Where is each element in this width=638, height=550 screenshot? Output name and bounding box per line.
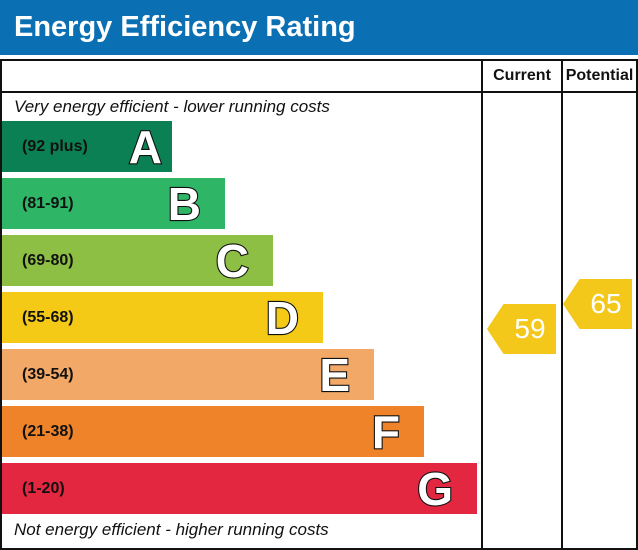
potential-rating-arrow: 65 <box>563 279 632 329</box>
potential-column-header: Potential <box>565 67 634 84</box>
bottom-note: Not energy efficient - higher running co… <box>14 520 329 539</box>
band-letter: G <box>416 462 454 515</box>
band-letter: B <box>167 177 202 230</box>
band-range-label: (1-20) <box>22 479 65 497</box>
band-letter: D <box>265 291 300 344</box>
current-rating-arrow: 59 <box>487 304 556 354</box>
top-note: Very energy efficient - lower running co… <box>14 97 330 116</box>
current-column-header: Current <box>493 67 551 84</box>
band-letter: F <box>371 405 401 458</box>
header-divider-line <box>2 91 636 93</box>
band-letter: E <box>318 348 351 401</box>
band-range-label: (21-38) <box>22 422 74 440</box>
potential-column-divider <box>561 61 563 548</box>
band-range-label: (92 plus) <box>22 137 88 155</box>
band-range-label: (39-54) <box>22 365 74 383</box>
rating-band: (21-38) F <box>2 406 424 457</box>
rating-band: (81-91) B <box>2 178 225 229</box>
potential-rating-value: 65 <box>590 288 622 319</box>
rating-band: (92 plus) A <box>2 121 172 172</box>
rating-band: (55-68) D <box>2 292 323 343</box>
band-letter: A <box>128 120 163 173</box>
band-letter: C <box>215 234 250 287</box>
chart-title: Energy Efficiency Rating <box>0 0 638 55</box>
current-rating-value: 59 <box>514 313 546 344</box>
band-range-label: (81-91) <box>22 194 74 212</box>
band-range-label: (69-80) <box>22 251 74 269</box>
rating-band: (1-20) G <box>2 463 477 514</box>
rating-band: (39-54) E <box>2 349 374 400</box>
rating-table: Current Potential Very energy efficient … <box>0 59 638 550</box>
current-column-divider <box>481 61 483 548</box>
band-range-label: (55-68) <box>22 308 74 326</box>
rating-band: (69-80) C <box>2 235 273 286</box>
